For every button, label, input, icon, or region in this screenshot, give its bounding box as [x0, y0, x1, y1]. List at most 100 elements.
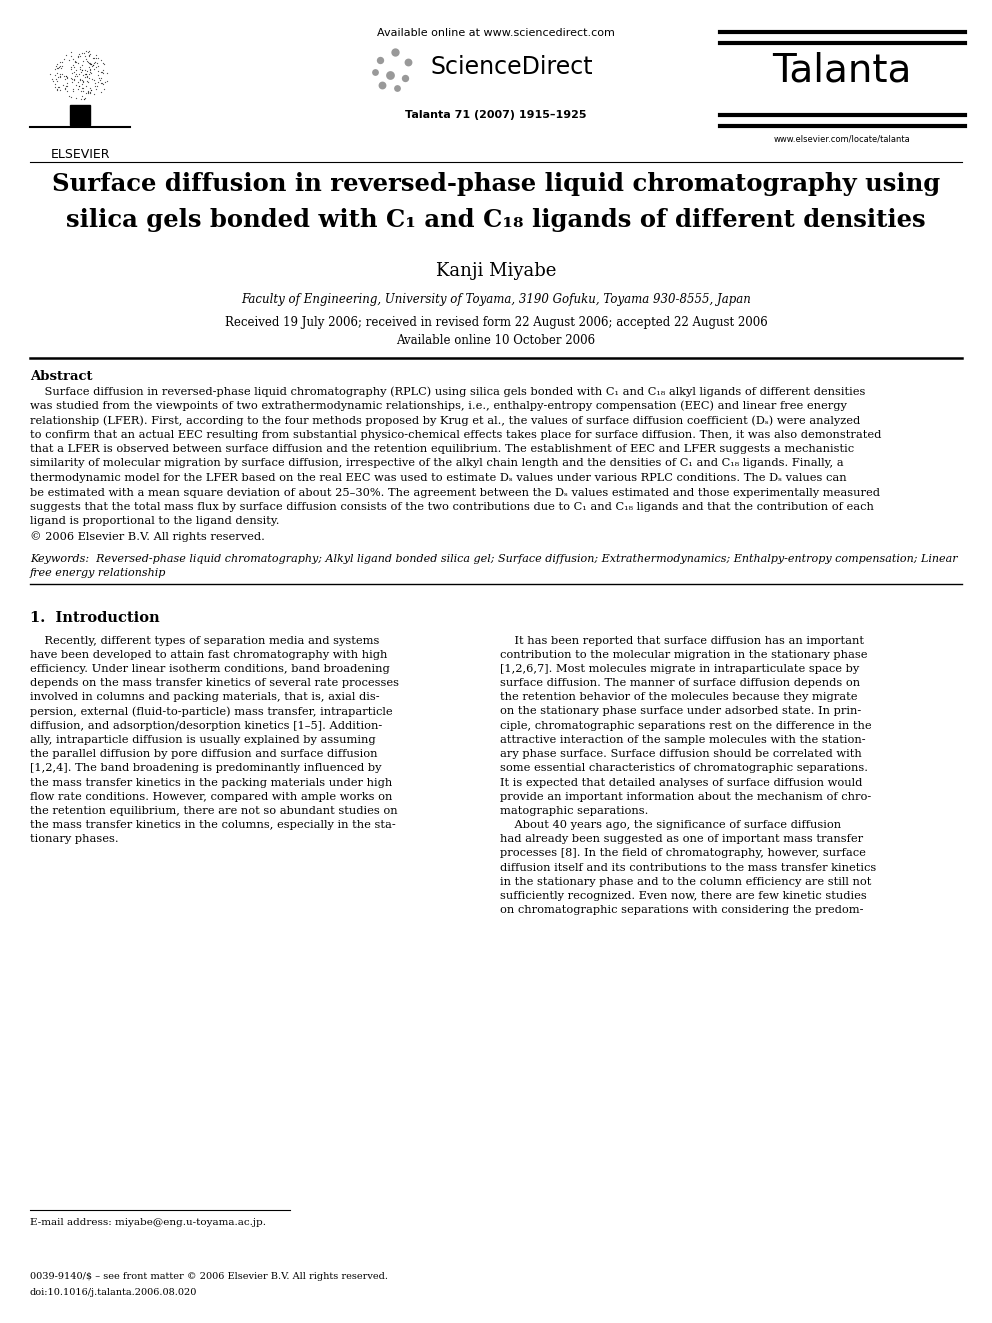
Point — [67, 75, 83, 97]
Point — [75, 81, 91, 102]
Point — [59, 67, 74, 89]
Point — [65, 69, 81, 90]
Text: suggests that the total mass flux by surface diffusion consists of the two contr: suggests that the total mass flux by sur… — [30, 501, 874, 512]
Point — [62, 86, 77, 107]
Text: involved in columns and packing materials, that is, axial dis-: involved in columns and packing material… — [30, 692, 380, 703]
Point — [77, 66, 93, 87]
Point — [48, 56, 63, 77]
Point — [82, 78, 98, 99]
Text: tionary phases.: tionary phases. — [30, 835, 119, 844]
Point — [89, 71, 105, 93]
Point — [74, 69, 90, 90]
Text: the retention behavior of the molecules because they migrate: the retention behavior of the molecules … — [500, 692, 857, 703]
Point — [74, 73, 90, 94]
Point — [78, 49, 94, 70]
Point — [82, 58, 98, 79]
Point — [92, 73, 108, 94]
Point — [96, 54, 112, 75]
Point — [79, 66, 95, 87]
Point — [72, 79, 88, 101]
Point — [67, 50, 83, 71]
Point — [374, 74, 390, 95]
Text: the parallel diffusion by pore diffusion and surface diffusion: the parallel diffusion by pore diffusion… — [30, 749, 378, 759]
Text: Surface diffusion in reversed-phase liquid chromatography using: Surface diffusion in reversed-phase liqu… — [52, 172, 940, 196]
Point — [65, 49, 81, 70]
Point — [45, 71, 61, 93]
Text: Keywords:  Reversed-phase liquid chromatography; Alkyl ligand bonded silica gel;: Keywords: Reversed-phase liquid chromato… — [30, 553, 957, 564]
Text: was studied from the viewpoints of two extrathermodynamic relationships, i.e., e: was studied from the viewpoints of two e… — [30, 401, 847, 411]
Point — [52, 66, 67, 87]
Point — [89, 53, 105, 74]
Point — [85, 54, 101, 75]
Point — [48, 65, 63, 86]
Point — [81, 53, 97, 74]
Point — [83, 54, 99, 75]
Point — [70, 78, 86, 99]
Point — [81, 45, 97, 66]
Point — [86, 69, 102, 90]
Text: About 40 years ago, the significance of surface diffusion: About 40 years ago, the significance of … — [500, 820, 841, 830]
Text: Talanta 71 (2007) 1915–1925: Talanta 71 (2007) 1915–1925 — [406, 110, 586, 120]
Point — [44, 69, 60, 90]
Point — [80, 44, 96, 65]
Point — [53, 66, 68, 87]
Point — [89, 75, 105, 97]
Point — [71, 75, 87, 97]
Point — [72, 89, 88, 110]
Text: diffusion itself and its contributions to the mass transfer kinetics: diffusion itself and its contributions t… — [500, 863, 876, 873]
Point — [88, 79, 104, 101]
Point — [76, 42, 92, 64]
Text: persion, external (fluid-to-particle) mass transfer, intraparticle: persion, external (fluid-to-particle) ma… — [30, 706, 393, 717]
Text: to confirm that an actual EEC resulting from substantial physico-chemical effect: to confirm that an actual EEC resulting … — [30, 430, 881, 439]
Point — [98, 64, 114, 85]
Point — [58, 65, 73, 86]
Point — [76, 89, 92, 110]
Text: some essential characteristics of chromatographic separations.: some essential characteristics of chroma… — [500, 763, 868, 774]
Point — [68, 52, 84, 73]
Point — [49, 79, 64, 101]
Point — [67, 87, 83, 108]
Point — [68, 64, 84, 85]
Point — [77, 60, 93, 81]
Point — [83, 56, 99, 77]
Point — [71, 75, 87, 97]
Point — [78, 70, 94, 91]
Point — [80, 81, 96, 102]
Point — [61, 49, 76, 70]
Text: 1.  Introduction: 1. Introduction — [30, 611, 160, 626]
Text: the mass transfer kinetics in the packing materials under high: the mass transfer kinetics in the packin… — [30, 778, 392, 787]
Point — [88, 56, 104, 77]
Point — [79, 50, 95, 71]
Point — [77, 40, 93, 61]
Text: the retention equilibrium, there are not so abundant studies on: the retention equilibrium, there are not… — [30, 806, 398, 816]
Text: similarity of molecular migration by surface diffusion, irrespective of the alky: similarity of molecular migration by sur… — [30, 459, 843, 468]
Point — [81, 83, 97, 105]
Point — [52, 56, 67, 77]
Point — [54, 52, 69, 73]
Text: ciple, chromatographic separations rest on the difference in the: ciple, chromatographic separations rest … — [500, 721, 872, 730]
Text: Recently, different types of separation media and systems: Recently, different types of separation … — [30, 635, 379, 646]
Point — [82, 53, 98, 74]
Point — [74, 65, 90, 86]
Text: on chromatographic separations with considering the predom-: on chromatographic separations with cons… — [500, 905, 863, 916]
Point — [75, 78, 91, 99]
Point — [49, 53, 64, 74]
Bar — [70, 105, 90, 124]
Point — [93, 81, 109, 102]
Point — [58, 78, 73, 99]
Point — [51, 67, 66, 89]
Point — [49, 69, 64, 90]
Text: on the stationary phase surface under adsorbed state. In prin-: on the stationary phase surface under ad… — [500, 706, 861, 717]
Point — [94, 61, 110, 82]
Text: have been developed to attain fast chromatography with high: have been developed to attain fast chrom… — [30, 650, 387, 660]
Point — [63, 86, 79, 107]
Point — [66, 69, 82, 90]
Point — [57, 65, 72, 86]
Point — [47, 74, 62, 95]
Point — [70, 46, 86, 67]
Text: relationship (LFER). First, according to the four methods proposed by Krug et al: relationship (LFER). First, according to… — [30, 415, 860, 426]
Text: Abstract: Abstract — [30, 370, 92, 382]
Point — [382, 65, 398, 86]
Point — [65, 78, 81, 99]
Point — [92, 70, 108, 91]
